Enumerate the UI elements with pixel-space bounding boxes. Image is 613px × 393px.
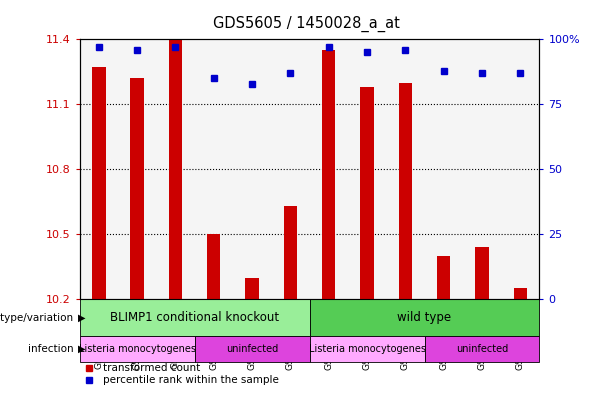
Bar [424, 336, 539, 362]
Bar [475, 247, 489, 299]
Text: transformed count: transformed count [103, 363, 200, 373]
Text: wild type: wild type [397, 311, 452, 324]
Bar [514, 288, 527, 299]
Text: BLIMP1 conditional knockout: BLIMP1 conditional knockout [110, 311, 279, 324]
Text: Listeria monocytogenes: Listeria monocytogenes [78, 344, 196, 354]
Text: uninfected: uninfected [226, 344, 278, 354]
Text: genotype/variation: genotype/variation [0, 312, 74, 323]
Bar [284, 206, 297, 299]
Bar [169, 39, 182, 299]
Bar [80, 299, 310, 336]
Bar [310, 299, 539, 336]
Text: ▶: ▶ [78, 312, 86, 323]
Bar [310, 336, 424, 362]
Text: Listeria monocytogenes: Listeria monocytogenes [308, 344, 425, 354]
Bar [245, 278, 259, 299]
Bar [360, 87, 374, 299]
Bar [92, 68, 105, 299]
Bar [131, 78, 144, 299]
Bar [398, 83, 412, 299]
Text: infection: infection [28, 344, 74, 354]
Text: percentile rank within the sample: percentile rank within the sample [103, 375, 278, 386]
Bar [437, 256, 451, 299]
Bar [80, 336, 195, 362]
Text: GDS5605 / 1450028_a_at: GDS5605 / 1450028_a_at [213, 16, 400, 32]
Bar [207, 234, 221, 299]
Text: uninfected: uninfected [456, 344, 508, 354]
Text: ▶: ▶ [78, 344, 86, 354]
Bar [195, 336, 310, 362]
Bar [322, 50, 335, 299]
